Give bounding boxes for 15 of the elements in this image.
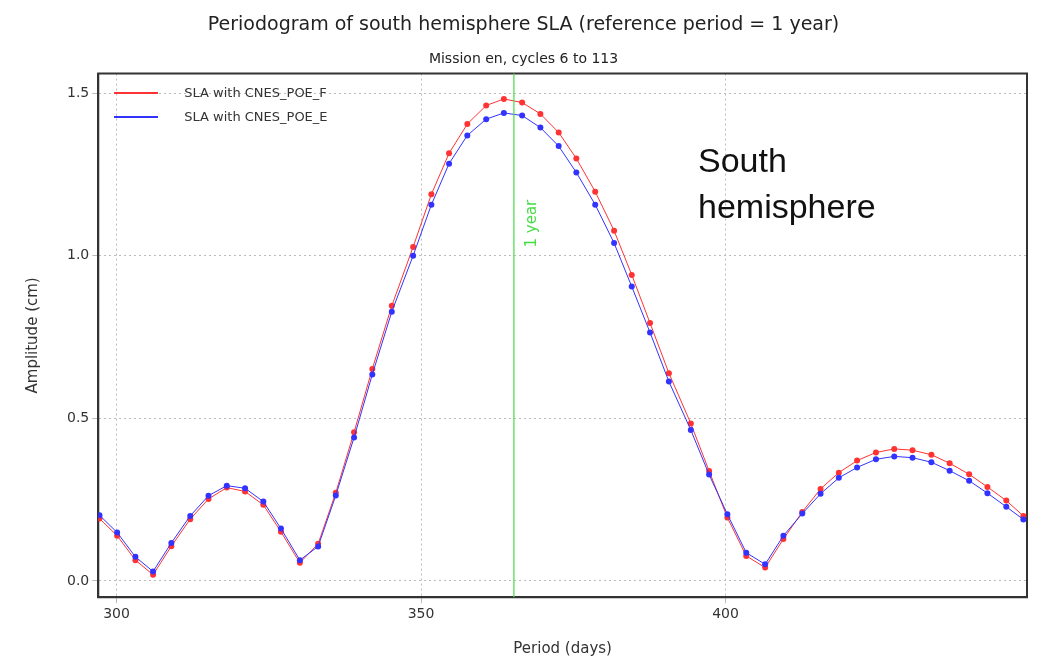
legend-label: SLA with CNES_POE_F — [184, 85, 327, 101]
x-tick-label: 300 — [103, 605, 130, 622]
legend-label: SLA with CNES_POE_E — [184, 109, 328, 125]
y-tick-label: 0.0 — [67, 571, 90, 588]
x-axis-title: Period (days) — [513, 638, 612, 657]
y-tick-label: 0.5 — [67, 408, 90, 425]
y-axis-title: Amplitude (cm) — [22, 277, 41, 394]
annotation: South hemisphere — [698, 141, 876, 225]
x-tick-label: 400 — [712, 605, 739, 622]
x-tick-label: 350 — [407, 605, 435, 622]
chart-title: Periodogram of south hemisphere SLA (reference period = 1 year) — [207, 12, 840, 35]
y-tick-label: 1.0 — [67, 246, 90, 263]
y-tick-label: 1.5 — [67, 83, 90, 100]
ref-line-label: 1 year — [521, 198, 540, 248]
chart-subtitle: Mission en, cycles 6 to 113 — [428, 49, 619, 66]
